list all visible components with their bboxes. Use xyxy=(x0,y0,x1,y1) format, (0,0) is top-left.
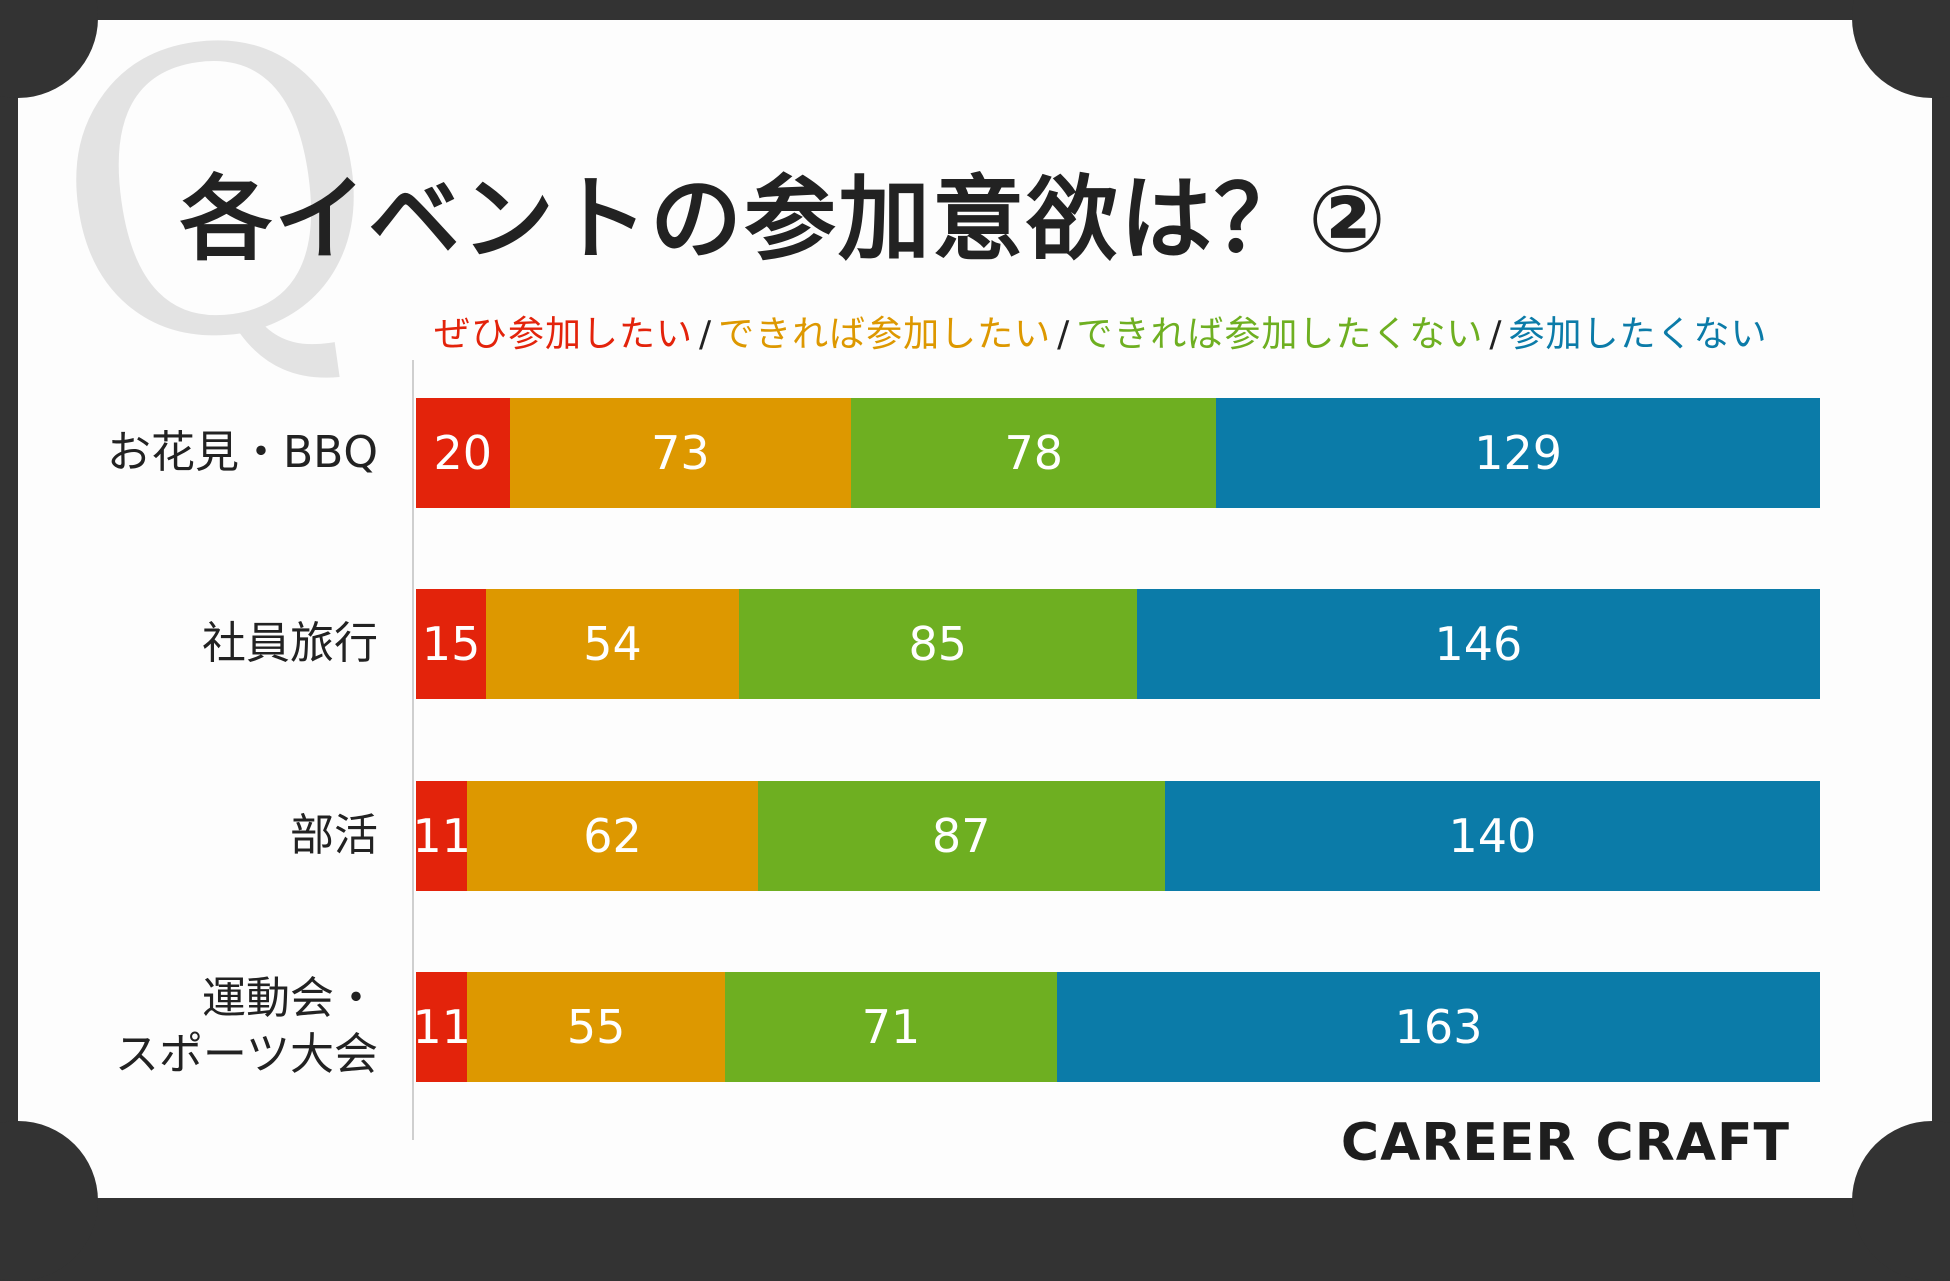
bar-segment: 62 xyxy=(467,781,757,891)
legend-separator: / xyxy=(1489,314,1502,355)
legend-item-3: できれば参加したくない xyxy=(1076,314,1483,355)
data-label: 129 xyxy=(1474,426,1562,480)
data-label: 62 xyxy=(583,809,642,863)
bar-segment: 129 xyxy=(1216,398,1820,508)
legend-item-2: できれば参加したい xyxy=(718,314,1051,355)
bar-segment: 146 xyxy=(1137,589,1820,699)
bar-segment: 20 xyxy=(416,398,510,508)
data-label: 55 xyxy=(567,1000,626,1054)
legend-item-1: ぜひ参加したい xyxy=(434,314,693,355)
bar-segment: 73 xyxy=(510,398,852,508)
bar-segment: 87 xyxy=(758,781,1165,891)
bar-segment: 85 xyxy=(739,589,1137,699)
data-label: 78 xyxy=(1004,426,1063,480)
category-label: 社員旅行 xyxy=(58,616,378,672)
bar-row: 11 55 71 163 xyxy=(416,972,1816,1082)
data-label: 15 xyxy=(422,617,481,671)
y-axis-line xyxy=(412,360,414,1140)
data-label: 54 xyxy=(583,617,642,671)
category-label: 部活 xyxy=(58,808,378,864)
data-label: 11 xyxy=(416,809,467,863)
bar-segment: 71 xyxy=(725,972,1057,1082)
bar-segment: 55 xyxy=(467,972,724,1082)
legend-separator: / xyxy=(1057,314,1070,355)
data-label: 140 xyxy=(1448,809,1536,863)
bar-row: 15 54 85 146 xyxy=(416,589,1816,699)
category-label: 運動会・スポーツ大会 xyxy=(58,971,378,1083)
bar-segment: 11 xyxy=(416,972,467,1082)
data-label: 20 xyxy=(434,426,493,480)
bar-segment: 78 xyxy=(851,398,1216,508)
bar-segment: 15 xyxy=(416,589,486,699)
category-label: お花見・BBQ xyxy=(58,425,378,481)
chart-title: 各イベントの参加意欲は？② xyxy=(180,145,1388,278)
legend: ぜひ参加したい/できれば参加したい/できれば参加したくない/参加したくない xyxy=(434,305,1767,357)
bar-segment: 54 xyxy=(486,589,739,699)
bar-row: 11 62 87 140 xyxy=(416,781,1816,891)
data-label: 73 xyxy=(651,426,710,480)
bar-row: 20 73 78 129 xyxy=(416,398,1816,508)
data-label: 146 xyxy=(1434,617,1522,671)
bar-segment: 140 xyxy=(1165,781,1820,891)
bar-segment: 11 xyxy=(416,781,467,891)
data-label: 71 xyxy=(862,1000,921,1054)
data-label: 163 xyxy=(1395,1000,1483,1054)
data-label: 85 xyxy=(909,617,968,671)
data-label: 11 xyxy=(416,1000,467,1054)
brand-logo: CAREER CRAFT xyxy=(1341,1113,1790,1173)
data-label: 87 xyxy=(932,809,991,863)
legend-separator: / xyxy=(699,314,712,355)
chart-card: Q 各イベントの参加意欲は？② ぜひ参加したい/できれば参加したい/できれば参加… xyxy=(18,20,1932,1198)
legend-item-4: 参加したくない xyxy=(1508,314,1767,355)
bar-segment: 163 xyxy=(1057,972,1820,1082)
